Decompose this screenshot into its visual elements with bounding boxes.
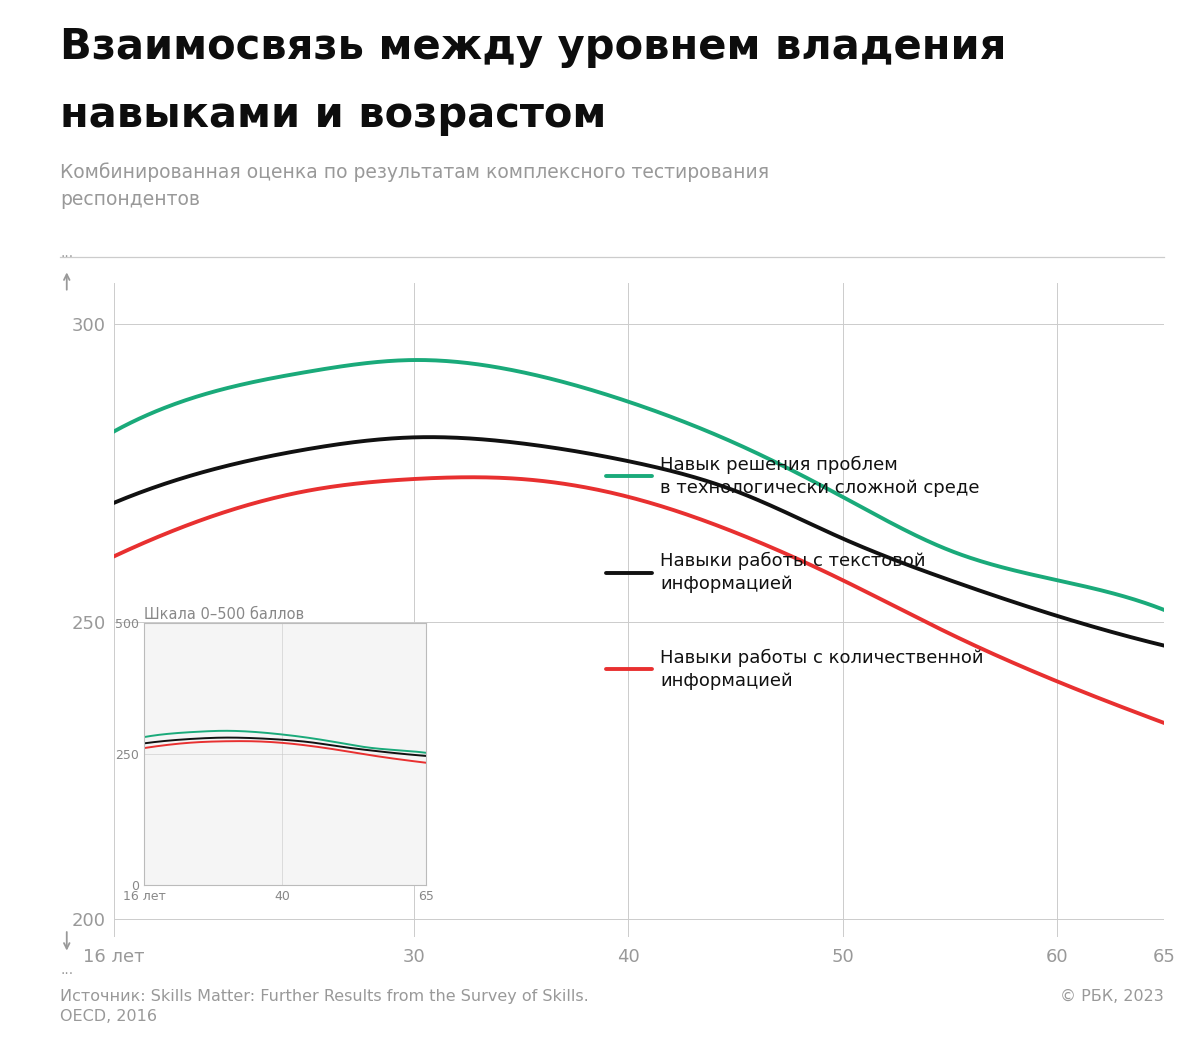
Text: Навык решения проблем
в технологически сложной среде: Навык решения проблем в технологически с… [660,455,979,497]
Text: Взаимосвязь между уровнем владения: Взаимосвязь между уровнем владения [60,26,1007,68]
Text: Комбинированная оценка по результатам комплексного тестирования
респондентов: Комбинированная оценка по результатам ко… [60,162,769,209]
Text: Навыки работы с количественной
информацией: Навыки работы с количественной информаци… [660,648,984,690]
Text: © РБК, 2023: © РБК, 2023 [1061,989,1164,1004]
Text: навыками и возрастом: навыками и возрастом [60,94,606,136]
Text: ...: ... [60,246,73,260]
Text: Шкала 0–500 баллов: Шкала 0–500 баллов [144,607,304,622]
Text: ...: ... [60,963,73,977]
Text: Источник: Skills Matter: Further Results from the Survey of Skills.
OECD, 2016: Источник: Skills Matter: Further Results… [60,989,589,1024]
Text: Навыки работы с текстовой
информацией: Навыки работы с текстовой информацией [660,552,925,594]
